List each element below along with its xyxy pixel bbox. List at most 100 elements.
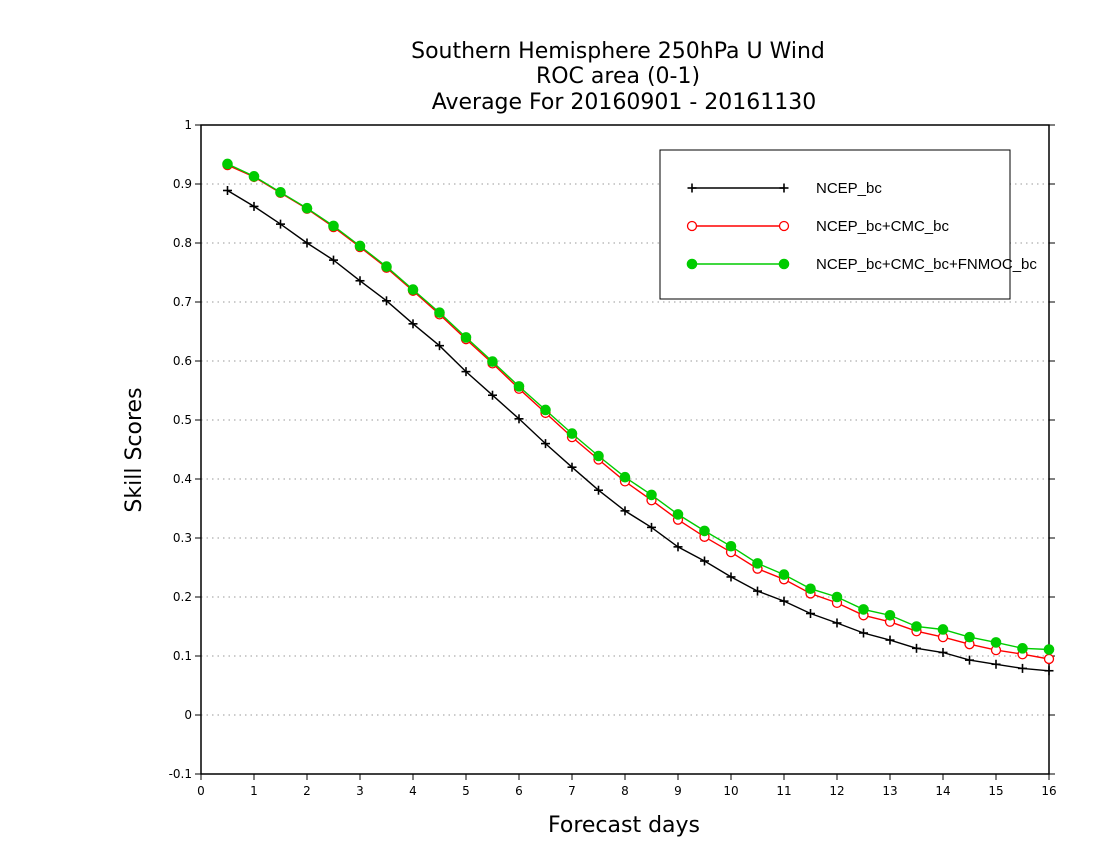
series-1	[223, 185, 1054, 676]
chart-title-line-1: Southern Hemisphere 250hPa U Wind	[411, 39, 825, 64]
legend-entry-3: NCEP_bc+CMC_bc+FNMOC_bc	[686, 256, 1037, 273]
data-point-plus	[408, 319, 418, 329]
data-point-filled-circle	[328, 220, 339, 232]
data-point-filled-circle	[911, 621, 922, 632]
data-point-open-circle	[778, 220, 790, 232]
data-point-plus	[249, 201, 259, 211]
legend-entry-2: NCEP_bc+CMC_bc	[686, 218, 949, 235]
data-point-filled-circle	[805, 583, 816, 595]
data-point-filled-circle	[248, 171, 260, 182]
data-point-filled-circle	[831, 591, 843, 603]
data-point-plus	[461, 367, 471, 377]
legend-label: NCEP_bc+CMC_bc+FNMOC_bc	[816, 256, 1037, 273]
data-point-filled-circle	[381, 261, 392, 272]
data-point-open-circle	[1043, 653, 1055, 665]
data-point-plus	[223, 185, 232, 195]
y-axis-ticks: -0.1 0 0.1 0.2 0.3 0.4 0.5 0.6 0.7 0.8 0.9 1	[169, 118, 1055, 781]
data-point-filled-circle	[566, 428, 578, 439]
legend: NCEP_bc NCEP_bc+CMC_bc NCEP_bc+CMC_bc+FNMO…	[659, 149, 1037, 300]
data-point-plus	[276, 219, 285, 229]
x-tick-label: 2	[303, 784, 311, 798]
data-point-filled-circle	[1017, 643, 1028, 654]
data-point-filled-circle	[699, 525, 710, 537]
y-tick-label: 0.4	[173, 472, 192, 486]
data-point-filled-circle	[937, 624, 949, 635]
data-point-plus	[382, 296, 391, 306]
data-point-plus	[620, 506, 630, 516]
data-series	[222, 158, 1055, 676]
data-point-plus	[726, 572, 736, 582]
legend-entries: NCEP_bc NCEP_bc+CMC_bc NCEP_bc+CMC_bc+FNMO…	[686, 180, 1037, 273]
x-tick-label: 10	[723, 784, 738, 798]
series-line	[227, 189, 1050, 672]
y-tick-label: 0.9	[173, 177, 192, 191]
y-tick-label: 0.8	[173, 236, 192, 250]
x-tick-label: 7	[568, 784, 576, 798]
data-point-plus	[673, 542, 683, 552]
x-tick-label: 14	[935, 784, 950, 798]
x-tick-label: 1	[250, 784, 258, 798]
data-point-filled-circle	[686, 258, 698, 270]
x-tick-label: 4	[409, 784, 417, 798]
x-tick-label: 13	[882, 784, 897, 798]
data-point-filled-circle	[778, 258, 790, 270]
data-point-open-circle	[686, 220, 698, 232]
data-point-filled-circle	[619, 471, 631, 483]
x-tick-label: 5	[462, 784, 470, 798]
data-point-plus	[594, 485, 603, 495]
x-tick-label: 12	[829, 784, 844, 798]
data-point-plus	[700, 556, 709, 566]
data-point-filled-circle	[434, 307, 445, 318]
legend-label: NCEP_bc+CMC_bc	[816, 218, 949, 235]
x-tick-label: 8	[621, 784, 629, 798]
data-point-plus	[514, 414, 524, 424]
y-tick-label: 0.2	[173, 590, 192, 604]
data-point-plus	[991, 659, 1001, 669]
data-point-plus	[1018, 663, 1027, 673]
data-point-plus	[687, 183, 697, 193]
legend-label: NCEP_bc	[816, 180, 882, 197]
data-point-filled-circle	[778, 569, 790, 580]
chart-title: Southern Hemisphere 250hPa U Wind ROC ar…	[411, 39, 825, 115]
data-point-filled-circle	[1043, 644, 1055, 655]
x-axis-ticks: 0 1 2 3 4 5 6 7 8 9 10 11 12 13 14 15 16	[197, 774, 1057, 798]
plot-area-frame	[200, 124, 1050, 775]
data-point-plus	[779, 183, 789, 193]
data-point-plus	[938, 647, 948, 657]
y-tick-label: 0.5	[173, 413, 192, 427]
data-point-filled-circle	[990, 637, 1002, 648]
data-point-filled-circle	[301, 202, 313, 214]
x-axis-label: Forecast days	[548, 813, 700, 838]
y-tick-label: 0.7	[173, 295, 192, 309]
data-point-plus	[1044, 666, 1054, 676]
data-point-plus	[355, 276, 365, 286]
x-tick-label: 15	[988, 784, 1003, 798]
data-point-plus	[541, 439, 550, 449]
data-point-filled-circle	[222, 158, 233, 170]
data-point-filled-circle	[540, 404, 551, 416]
data-point-plus	[965, 655, 974, 665]
data-point-filled-circle	[884, 609, 896, 621]
data-point-plus	[885, 635, 895, 645]
data-point-filled-circle	[487, 356, 498, 367]
x-tick-label: 0	[197, 784, 205, 798]
data-point-plus	[779, 596, 789, 606]
data-point-plus	[806, 609, 815, 619]
data-point-plus	[488, 390, 497, 400]
data-point-filled-circle	[593, 450, 604, 462]
data-point-plus	[753, 586, 762, 596]
series-3	[222, 158, 1055, 655]
x-tick-label: 11	[776, 784, 791, 798]
data-point-filled-circle	[752, 558, 763, 569]
data-point-plus	[567, 462, 577, 472]
x-tick-label: 3	[356, 784, 364, 798]
data-point-plus	[647, 522, 656, 532]
data-point-filled-circle	[275, 186, 286, 198]
y-axis-label: Skill Scores	[122, 387, 147, 512]
x-tick-label: 6	[515, 784, 523, 798]
x-tick-label: 16	[1041, 784, 1056, 798]
y-tick-label: 0.6	[173, 354, 192, 368]
data-point-plus	[859, 628, 868, 638]
data-point-filled-circle	[672, 509, 684, 520]
